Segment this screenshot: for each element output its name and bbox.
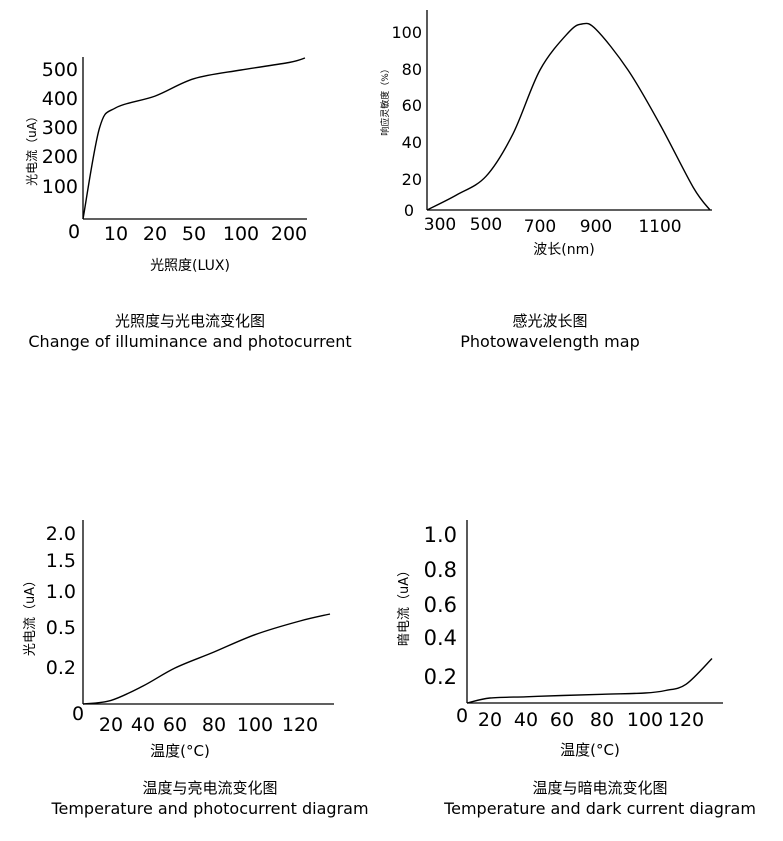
x-tick-label: 80 [202, 714, 226, 736]
y-tick-label: 500 [42, 59, 78, 81]
x-tick-label: 120 [668, 709, 704, 731]
x-tick-label: 80 [590, 709, 614, 731]
caption-chart-1: 光照度与光电流变化图 Change of illuminance and pho… [0, 311, 380, 353]
y-axis-label: 响应灵敏度（%） [379, 64, 391, 136]
y-tick-label: 0.2 [46, 657, 76, 679]
x-tick-label: 100 [237, 714, 273, 736]
chart-temperature-darkcurrent: 0 20 40 60 80 100 120 0.2 0.4 0.6 0.8 1.… [380, 510, 783, 770]
caption-en: Change of illuminance and photocurrent [28, 332, 352, 351]
x-tick-label: 300 [424, 215, 456, 235]
caption-cn: 感光波长图 [512, 312, 588, 330]
y-tick-label: 300 [42, 117, 78, 139]
caption-chart-2: 感光波长图 Photowavelength map [400, 311, 700, 353]
x-axis-label: 光照度(LUX) [150, 258, 230, 274]
y-tick-label: 200 [42, 146, 78, 168]
series-line [82, 613, 331, 705]
x-tick-label: 100 [223, 223, 259, 245]
chart-photowavelength: 300 500 700 900 1100 0 20 40 60 80 100 波… [370, 0, 783, 290]
x-tick-label: 20 [143, 223, 167, 245]
y-tick-label: 1.0 [424, 523, 457, 547]
caption-en: Temperature and dark current diagram [444, 799, 756, 818]
x-tick-label: 20 [99, 714, 123, 736]
chart-1-svg: 0 10 20 50 100 200 100 200 300 400 500 光… [25, 57, 307, 274]
y-axis-label: 光电流（uA） [23, 574, 38, 656]
chart-temperature-photocurrent: 0 20 40 60 80 100 120 0.2 0.5 1.0 1.5 2.… [0, 510, 370, 770]
x-tick-label: 500 [470, 215, 502, 235]
chart-3-svg: 0 20 40 60 80 100 120 0.2 0.5 1.0 1.5 2.… [23, 520, 334, 760]
y-tick-label: 0.5 [46, 617, 76, 639]
y-axis-label: 光电流（uA） [25, 110, 39, 186]
y-tick-label: 100 [391, 23, 422, 42]
x-tick-label: 60 [163, 714, 187, 736]
x-tick-label: 0 [72, 703, 84, 725]
caption-cn: 光照度与光电流变化图 [114, 312, 265, 330]
x-tick-label: 100 [627, 709, 663, 731]
y-tick-label: 1.0 [46, 581, 76, 603]
x-tick-label: 0 [456, 705, 468, 727]
x-tick-label: 700 [524, 217, 556, 237]
x-tick-label: 120 [282, 714, 318, 736]
series-line [426, 22, 711, 211]
y-tick-label: 1.5 [46, 550, 76, 572]
y-tick-label: 80 [402, 60, 422, 79]
y-tick-label: 100 [42, 176, 78, 198]
caption-chart-4: 温度与暗电流变化图 Temperature and dark current d… [430, 778, 770, 820]
x-tick-label: 1100 [638, 217, 681, 237]
chart-2-svg: 300 500 700 900 1100 0 20 40 60 80 100 波… [379, 10, 712, 258]
caption-cn: 温度与暗电流变化图 [532, 779, 668, 797]
y-tick-label: 60 [402, 96, 422, 115]
x-tick-label: 0 [68, 221, 80, 243]
chart-illuminance-photocurrent: 0 10 20 50 100 200 100 200 300 400 500 光… [0, 0, 330, 290]
x-tick-label: 900 [580, 217, 612, 237]
y-axis-label: 暗电流（uA） [397, 564, 412, 646]
caption-en: Photowavelength map [460, 332, 640, 351]
x-tick-label: 20 [478, 709, 502, 731]
caption-chart-3: 温度与亮电流变化图 Temperature and photocurrent d… [40, 778, 380, 820]
y-tick-label: 0.6 [424, 593, 457, 617]
x-tick-label: 50 [182, 223, 206, 245]
y-tick-label: 0.2 [424, 665, 457, 689]
x-axis-label: 温度(°C) [150, 742, 210, 760]
caption-cn: 温度与亮电流变化图 [142, 779, 278, 797]
y-tick-label: 0.8 [424, 558, 457, 582]
caption-en: Temperature and photocurrent diagram [51, 799, 369, 818]
y-tick-label: 20 [402, 170, 422, 189]
series-line [466, 658, 713, 704]
y-tick-label: 0.4 [424, 626, 457, 650]
x-tick-label: 40 [131, 714, 155, 736]
x-axis-label: 温度(°C) [560, 741, 620, 759]
y-tick-label: 0 [404, 201, 414, 220]
chart-4-svg: 0 20 40 60 80 100 120 0.2 0.4 0.6 0.8 1.… [397, 520, 723, 759]
x-tick-label: 60 [550, 709, 574, 731]
x-axis-label: 波长(nm) [533, 242, 594, 258]
y-tick-label: 400 [42, 88, 78, 110]
series-line [82, 57, 306, 220]
y-tick-label: 2.0 [46, 523, 76, 545]
x-tick-label: 40 [514, 709, 538, 731]
x-tick-label: 10 [104, 223, 128, 245]
y-tick-label: 40 [402, 133, 422, 152]
x-tick-label: 200 [271, 223, 307, 245]
